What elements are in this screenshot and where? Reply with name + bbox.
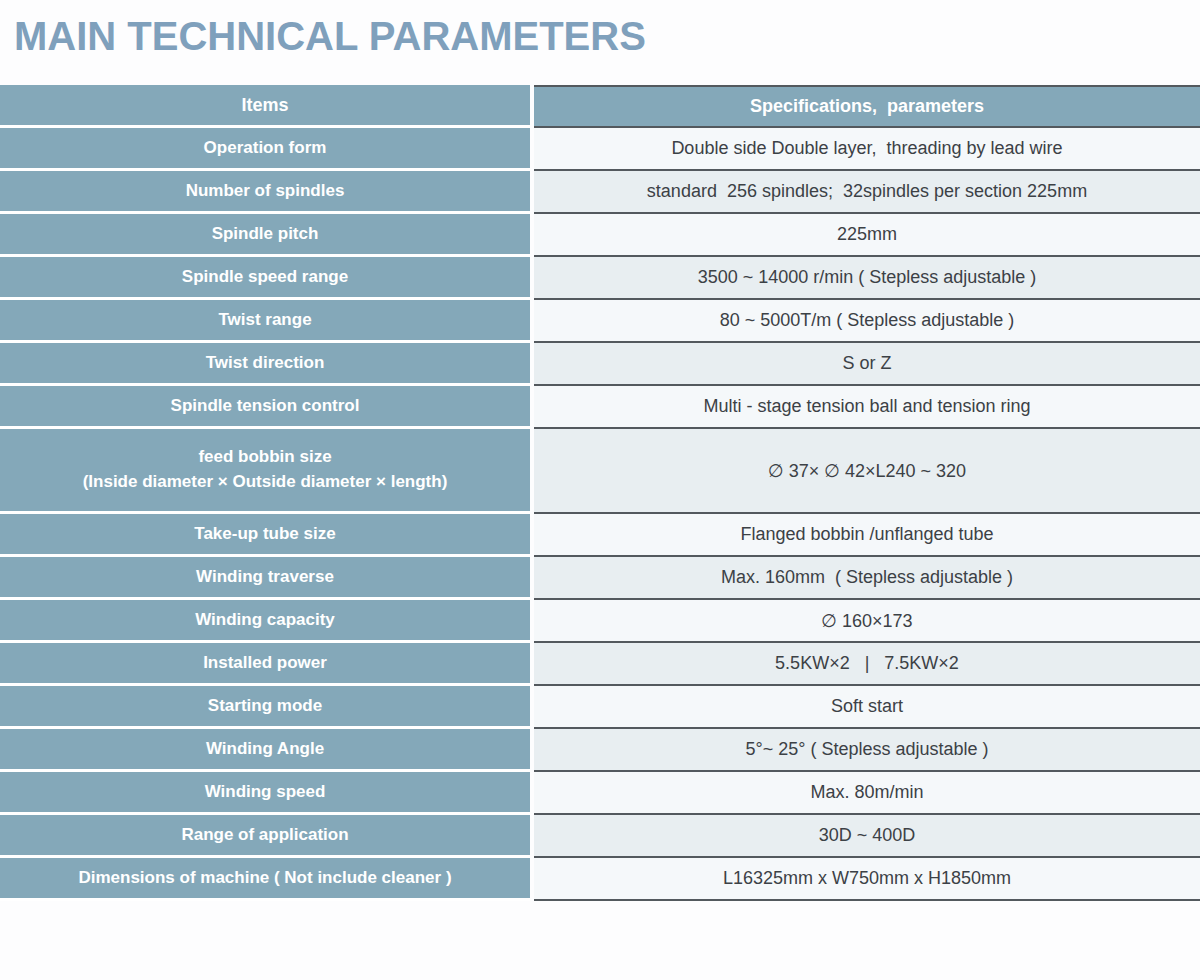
row-value: ∅ 37× ∅ 42×L240 ~ 320 (534, 429, 1200, 514)
row-item-label: Spindle pitch (212, 222, 319, 247)
row-value: ∅ 160×173 (534, 600, 1200, 643)
row-value: 225mm (534, 214, 1200, 257)
row-item-label: Range of application (181, 823, 348, 848)
row-item-cell: Winding capacity (0, 600, 530, 643)
table-row: Spindle speed range 3500 ~ 14000 r/min (… (0, 257, 1200, 300)
page-title: MAIN TECHNICAL PARAMETERS (14, 14, 646, 59)
table-row: Take-up tube size Flanged bobbin /unflan… (0, 514, 1200, 557)
table-row: Winding capacity ∅ 160×173 (0, 600, 1200, 643)
parameters-table: Items Specifications, parameters Operati… (0, 85, 1200, 901)
row-item-label: Winding traverse (196, 565, 334, 590)
row-value: 30D ~ 400D (534, 815, 1200, 858)
row-value: Flanged bobbin /unflanged tube (534, 514, 1200, 557)
row-item-cell: Winding Angle (0, 729, 530, 772)
row-item-cell: Twist direction (0, 343, 530, 386)
row-value: standard 256 spindles; 32spindles per se… (534, 171, 1200, 214)
row-item-cell: Take-up tube size (0, 514, 530, 557)
column-header-specifications: Specifications, parameters (534, 85, 1200, 128)
table-row: Operation form Double side Double layer,… (0, 128, 1200, 171)
table-row: Winding speed Max. 80m/min (0, 772, 1200, 815)
row-item-cell: Twist range (0, 300, 530, 343)
row-item-cell: Spindle tension control (0, 386, 530, 429)
row-value: Multi - stage tension ball and tension r… (534, 386, 1200, 429)
page: MAIN TECHNICAL PARAMETERS Items Specific… (0, 0, 1200, 980)
row-item-label: Spindle tension control (171, 394, 360, 419)
row-value: Soft start (534, 686, 1200, 729)
row-item-label: Installed power (203, 651, 327, 676)
row-item-label-line2: (Inside diameter × Outside diameter × le… (83, 470, 448, 495)
table-row: Range of application 30D ~ 400D (0, 815, 1200, 858)
row-item-label: Dimensions of machine ( Not include clea… (78, 866, 451, 891)
table-row: Twist direction S or Z (0, 343, 1200, 386)
table-row: Dimensions of machine ( Not include clea… (0, 858, 1200, 901)
row-item-cell: Installed power (0, 643, 530, 686)
column-header-items: Items (0, 85, 530, 128)
row-item-cell: Range of application (0, 815, 530, 858)
row-value: 5.5KW×2 | 7.5KW×2 (534, 643, 1200, 686)
row-item-label: Spindle speed range (182, 265, 348, 290)
table-row: Spindle pitch 225mm (0, 214, 1200, 257)
row-item-cell: Starting mode (0, 686, 530, 729)
table-row: Winding Angle 5°~ 25° ( Stepless adjusta… (0, 729, 1200, 772)
table-row: Starting mode Soft start (0, 686, 1200, 729)
row-item-label: Twist direction (206, 351, 325, 376)
row-value: S or Z (534, 343, 1200, 386)
table-body: Operation form Double side Double layer,… (0, 128, 1200, 901)
table-row: Winding traverse Max. 160mm ( Stepless a… (0, 557, 1200, 600)
row-value: Max. 80m/min (534, 772, 1200, 815)
row-item-label: Operation form (204, 136, 327, 161)
row-item-label: feed bobbin size (198, 445, 331, 470)
table-row: feed bobbin size (Inside diameter × Outs… (0, 429, 1200, 514)
row-item-cell: Dimensions of machine ( Not include clea… (0, 858, 530, 901)
row-item-cell: Number of spindles (0, 171, 530, 214)
table-header-row: Items Specifications, parameters (0, 85, 1200, 128)
row-item-label: Winding capacity (195, 608, 335, 633)
row-value: Max. 160mm ( Stepless adjustable ) (534, 557, 1200, 600)
row-item-cell: Winding traverse (0, 557, 530, 600)
row-item-label: Starting mode (208, 694, 322, 719)
row-value: Double side Double layer, threading by l… (534, 128, 1200, 171)
row-value: 80 ~ 5000T/m ( Stepless adjustable ) (534, 300, 1200, 343)
table-row: Number of spindles standard 256 spindles… (0, 171, 1200, 214)
row-item-cell: Spindle speed range (0, 257, 530, 300)
row-item-label: Number of spindles (186, 179, 345, 204)
row-item-label: Winding speed (205, 780, 326, 805)
row-item-cell: Operation form (0, 128, 530, 171)
row-value: 3500 ~ 14000 r/min ( Stepless adjustable… (534, 257, 1200, 300)
row-value: 5°~ 25° ( Stepless adjustable ) (534, 729, 1200, 772)
row-item-label: Twist range (218, 308, 311, 333)
table-row: Twist range 80 ~ 5000T/m ( Stepless adju… (0, 300, 1200, 343)
row-item-label: Winding Angle (206, 737, 324, 762)
row-item-cell: Winding speed (0, 772, 530, 815)
table-row: Installed power 5.5KW×2 | 7.5KW×2 (0, 643, 1200, 686)
row-value: L16325mm x W750mm x H1850mm (534, 858, 1200, 901)
row-item-label: Take-up tube size (194, 522, 335, 547)
row-item-cell: Spindle pitch (0, 214, 530, 257)
table-row: Spindle tension control Multi - stage te… (0, 386, 1200, 429)
row-item-cell: feed bobbin size (Inside diameter × Outs… (0, 429, 530, 514)
